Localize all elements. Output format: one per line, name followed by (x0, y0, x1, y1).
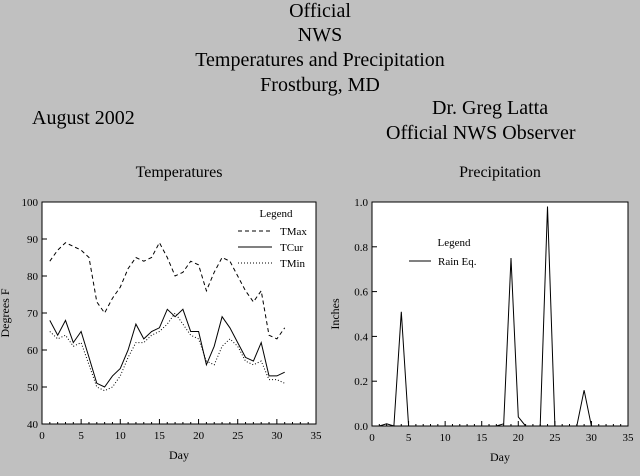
chart1-ylabel: Inches (328, 298, 342, 330)
chart0-legend-label: TMax (280, 226, 307, 238)
header-official: Official (289, 0, 351, 22)
chart0-series-tcur (49, 308, 285, 388)
chart1-ytick-label: 0.4 (354, 331, 368, 343)
chart0-ytick-label: 80 (27, 271, 39, 283)
chart1-legend-title: Legend (438, 237, 471, 249)
chart1-xtick-label: 30 (586, 432, 598, 444)
observer-name: Dr. Greg Latta (432, 97, 549, 119)
chart0-xlabel: Day (169, 448, 189, 462)
chart1-xtick-label: 0 (369, 432, 375, 444)
chart0-xtick-label: 10 (115, 430, 127, 442)
chart1-title: Precipitation (459, 164, 541, 181)
chart0-xtick-label: 5 (78, 430, 84, 442)
chart1-plot-area (371, 201, 629, 427)
chart0-ytick-label: 40 (27, 419, 39, 431)
chart1-ytick-label: 0.8 (354, 242, 368, 254)
chart1-ytick-label: 1.0 (354, 197, 368, 209)
chart0-title: Temperatures (136, 164, 223, 181)
observer-role: Official NWS Observer (386, 122, 576, 144)
chart1-xtick-label: 25 (549, 432, 561, 444)
chart0-xtick-label: 20 (193, 430, 205, 442)
chart0-ytick-label: 90 (27, 234, 39, 246)
chart1-ytick-label: 0.2 (354, 376, 368, 388)
chart1-xtick-label: 15 (476, 432, 488, 444)
chart1-xtick-label: 5 (406, 432, 412, 444)
chart1-xtick-label: 35 (623, 432, 635, 444)
header-nws: NWS (297, 24, 343, 46)
chart0-legend-label: TCur (280, 242, 304, 254)
chart0-series-tmax (49, 241, 286, 340)
chart1-xtick-label: 20 (513, 432, 525, 444)
chart0-xtick-label: 0 (39, 430, 45, 442)
chart0-xtick-label: 25 (232, 430, 244, 442)
chart0-ytick-label: 50 (27, 382, 39, 394)
chart1-ytick-label: 0.6 (354, 287, 368, 299)
chart1-ytick-label: 0.0 (354, 421, 368, 433)
chart0-legend-title: Legend (260, 208, 293, 220)
chart0-ytick-label: 100 (22, 197, 39, 209)
chart1-xtick-label: 10 (440, 432, 452, 444)
chart1-legend-label: Rain Eq. (438, 256, 477, 268)
chart1-xlabel: Day (490, 450, 510, 464)
chart1-series-rain-eq (379, 206, 599, 427)
header-title: Temperatures and Precipitation (195, 49, 445, 71)
chart0-xtick-label: 35 (311, 430, 323, 442)
chart0-ytick-label: 60 (27, 345, 39, 357)
chart0-xtick-label: 15 (154, 430, 166, 442)
chart0-legend-label: TMin (280, 258, 306, 270)
month-label: August 2002 (32, 107, 135, 129)
header-location: Frostburg, MD (260, 74, 380, 96)
chart0-xtick-label: 30 (271, 430, 283, 442)
chart0-ytick-label: 70 (27, 308, 39, 320)
chart0-ylabel: Degrees F (0, 288, 12, 337)
